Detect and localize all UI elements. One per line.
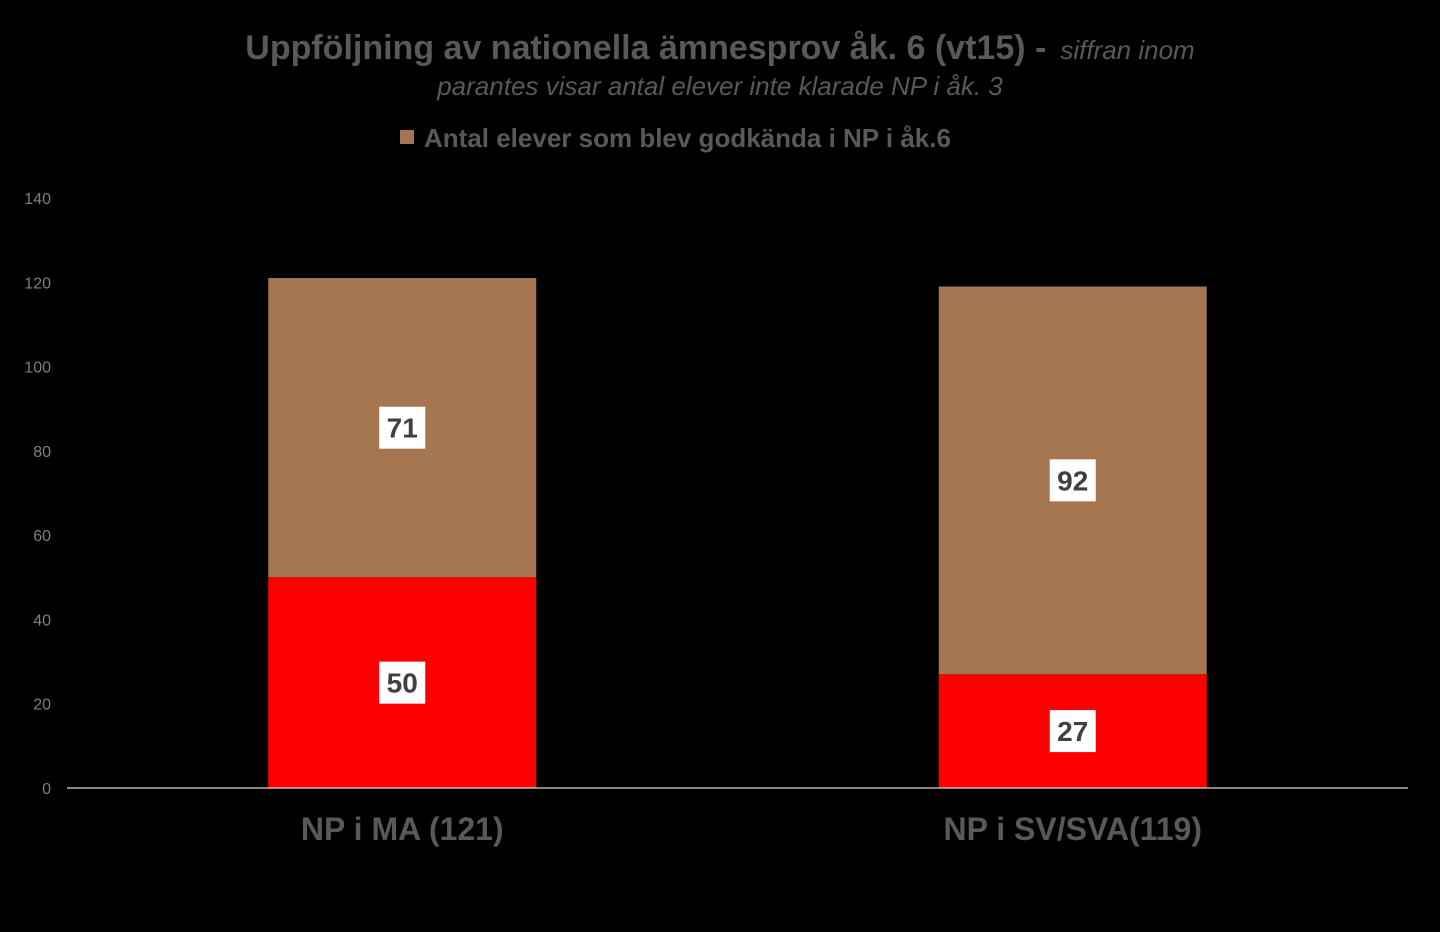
data-label-box — [1049, 710, 1096, 753]
y-tick-label: 0 — [42, 781, 51, 798]
x-axis: NP i MA (121) NP i SV/SVA(119) — [301, 811, 1202, 847]
y-tick-label: 120 — [24, 275, 51, 292]
y-axis: 0 20 40 60 80 100 120 140 — [24, 191, 51, 798]
y-tick-label: 140 — [24, 191, 51, 208]
chart-subtitle-part2: parantes visar antal elever inte klarade… — [436, 71, 1003, 101]
data-labels-group: 50 71 27 92 — [379, 406, 1096, 753]
data-label-box — [379, 661, 426, 704]
data-label: 50 — [387, 668, 418, 699]
data-label-box — [1049, 459, 1096, 502]
y-tick-label: 40 — [33, 612, 51, 629]
data-label: 27 — [1057, 716, 1088, 747]
y-tick-label: 60 — [33, 528, 51, 545]
y-tick-label: 20 — [33, 697, 51, 714]
data-label: 71 — [387, 413, 418, 444]
x-category-label: NP i SV/SVA(119) — [944, 811, 1202, 847]
y-tick-label: 100 — [24, 360, 51, 377]
x-category-label: NP i MA (121) — [301, 811, 504, 847]
data-label-box — [379, 406, 426, 449]
chart-title: Uppföljning av nationella ämnesprov åk. … — [245, 29, 1194, 67]
legend-label: Antal elever som blev godkända i NP i åk… — [424, 123, 951, 153]
chart-legend: Antal elever som blev godkända i NP i åk… — [400, 123, 951, 153]
y-tick-label: 80 — [33, 444, 51, 461]
data-label: 92 — [1057, 465, 1088, 496]
legend-swatch — [400, 130, 414, 144]
chart-title-main: Uppföljning av nationella ämnesprov åk. … — [245, 29, 1046, 67]
chart-subtitle-part1: siffran inom — [1060, 35, 1194, 65]
